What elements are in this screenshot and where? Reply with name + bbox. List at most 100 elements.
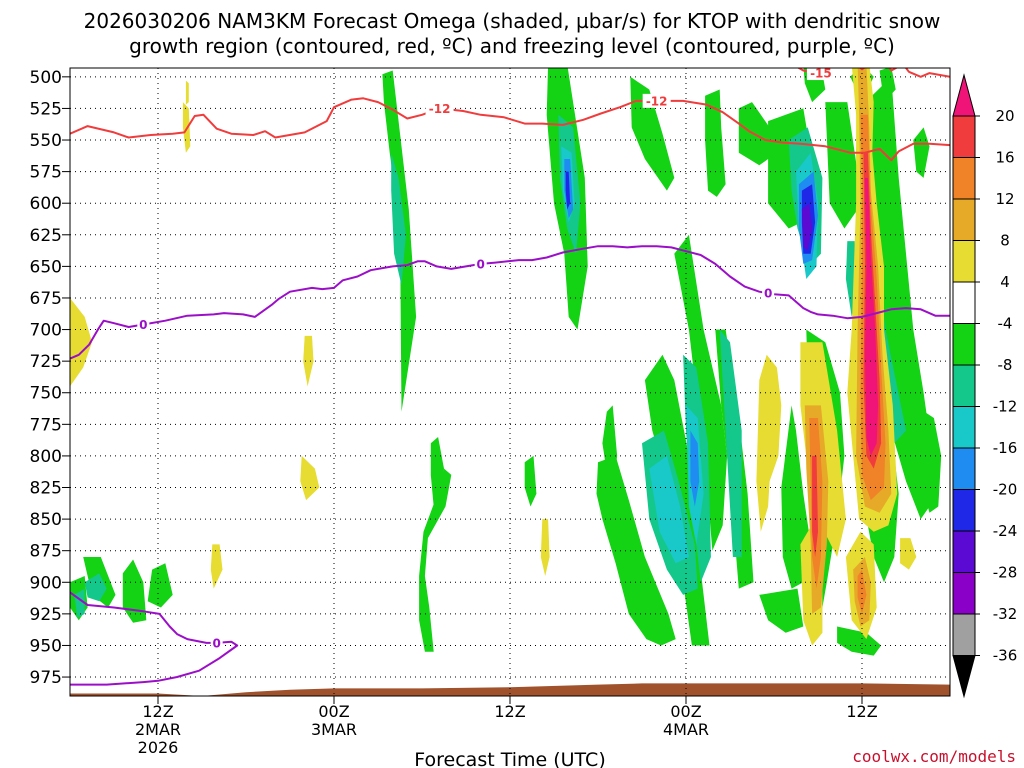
y-tick-label: 625 (30, 226, 62, 246)
omega-region-m4-13 (419, 468, 452, 652)
temperature-label-bg-0-0 (425, 101, 454, 116)
colorbar-label: -36 (993, 647, 1018, 665)
omega-region-m12-3 (649, 455, 689, 564)
x-tick-label: 2MAR (135, 720, 181, 739)
y-tick-label: 525 (30, 99, 62, 119)
omega-region-4-3 (303, 335, 314, 387)
omega-region-m20-0 (565, 171, 571, 210)
temperature-contour-label: -12 (429, 102, 451, 116)
omega-region-m4-0 (382, 70, 417, 412)
colorbar-segment-5 (952, 447, 976, 490)
omega-region-4-5 (210, 544, 223, 589)
colorbar-segment-6 (952, 406, 976, 449)
credit-text: coolwx.com/models (852, 747, 1016, 766)
x-tick-label: 12Z (142, 702, 173, 721)
contour-lines: -12 -12 -15 0 0 0 0 (70, 67, 950, 686)
temperature-contour-label: -12 (646, 94, 668, 108)
colorbar-label: 8 (1000, 232, 1010, 250)
omega-region-m4-2 (630, 76, 675, 191)
colorbar-label: -32 (993, 605, 1018, 623)
omega-region-m8-6 (719, 329, 742, 557)
grid-lines (70, 68, 950, 696)
temperature-contour-label: -15 (810, 67, 832, 81)
y-tick-label: 975 (30, 668, 62, 688)
colorbar-segment-3 (952, 530, 976, 573)
temperature-contour-3 (888, 68, 950, 78)
colorbar-label: -4 (998, 315, 1013, 333)
omega-region-m4-28 (837, 626, 882, 656)
colorbar-segment-7 (952, 364, 976, 407)
colorbar-bottom-triangle (952, 655, 976, 699)
x-tick-label: 00Z (318, 702, 349, 721)
omega-region-m4-29 (524, 455, 537, 507)
freezing-level-label-bg-0-2 (762, 285, 775, 300)
x-tick-label: 4MAR (663, 720, 709, 739)
y-tick-label: 675 (30, 289, 62, 309)
x-tick-label: 00Z (670, 702, 701, 721)
y-tick-label: 550 (30, 131, 62, 151)
y-axis: 500 525 550 575 600 625 650 675 700 725 750 775 800 8… (30, 68, 70, 688)
omega-shading (70, 68, 942, 656)
plot-area: -12 -12 -15 0 0 0 0 (70, 67, 950, 696)
omega-region-16-0 (812, 455, 818, 557)
temperature-label-bg-1-0 (806, 68, 835, 81)
y-tick-label: 850 (30, 510, 62, 530)
y-tick-label: 825 (30, 479, 62, 499)
colorbar-label: -20 (993, 481, 1018, 499)
omega-region-m24-0 (801, 203, 813, 250)
omega-region-m16-2 (690, 430, 700, 507)
x-tick-label: 12Z (494, 702, 525, 721)
x-tick-label: 12Z (846, 702, 877, 721)
omega-region-4-7 (756, 354, 782, 532)
y-tick-label: 725 (30, 352, 62, 372)
omega-region-4-12 (900, 538, 917, 570)
freezing-level-contour-label: 0 (764, 286, 772, 300)
y-tick-label: 800 (30, 447, 62, 467)
omega-region-m4-24 (122, 559, 147, 623)
y-tick-label: 950 (30, 636, 62, 656)
colorbar-label: -8 (998, 356, 1013, 374)
colorbar-segment-13 (952, 115, 976, 158)
omega-region-m4-27 (759, 588, 804, 633)
colorbar-label: 4 (1000, 273, 1010, 291)
y-tick-label: 750 (30, 384, 62, 404)
omega-region-m4-14 (602, 405, 618, 469)
chart-title-line1: 2026030206 NAM3KM Forecast Omega (shaded… (84, 9, 941, 33)
omega-region-m8-9 (74, 588, 85, 618)
freezing-level-contour-label: 0 (476, 257, 484, 271)
y-tick-label: 575 (30, 163, 62, 183)
omega-region-m4-6 (825, 102, 862, 229)
temperature-contour-0 (70, 97, 950, 162)
omega-region-4-0 (70, 298, 92, 387)
omega-region-m4-10 (879, 68, 896, 103)
omega-region-m4-15 (596, 455, 676, 646)
colorbar-segment-10 (952, 240, 976, 283)
y-tick-label: 900 (30, 573, 62, 593)
colorbar-label: -12 (993, 398, 1018, 416)
x-axis-label: Forecast Time (UTC) (414, 749, 605, 768)
colorbar-label: -24 (993, 522, 1018, 540)
omega-region-12-2 (857, 569, 867, 614)
chart-title-line2: growth region (contoured, red, ºC) and f… (129, 34, 895, 58)
colorbar-label: 12 (995, 190, 1014, 208)
omega-region-4-2 (185, 80, 189, 105)
colorbar-label: 16 (995, 149, 1014, 167)
freezing-level-contour-0 (70, 245, 950, 360)
y-tick-label: 925 (30, 605, 62, 625)
colorbar-segment-9 (952, 281, 976, 324)
colorbar-segment-4 (952, 489, 976, 532)
omega-region-m8-1 (391, 152, 406, 286)
colorbar-segment-11 (952, 198, 976, 241)
omega-region-m4-4 (738, 102, 777, 166)
omega-region-4-6 (540, 519, 550, 576)
y-tick-label: 875 (30, 542, 62, 562)
colorbar-segment-8 (952, 323, 976, 366)
temperature-label-bg-0-1 (642, 93, 671, 108)
omega-region-m8-8 (84, 573, 107, 602)
freezing-level-contour-label: 0 (212, 636, 220, 650)
omega-region-20-0 (864, 177, 879, 456)
freezing-level-label-bg-0-0 (137, 317, 150, 332)
colorbar-top-triangle (952, 73, 976, 117)
